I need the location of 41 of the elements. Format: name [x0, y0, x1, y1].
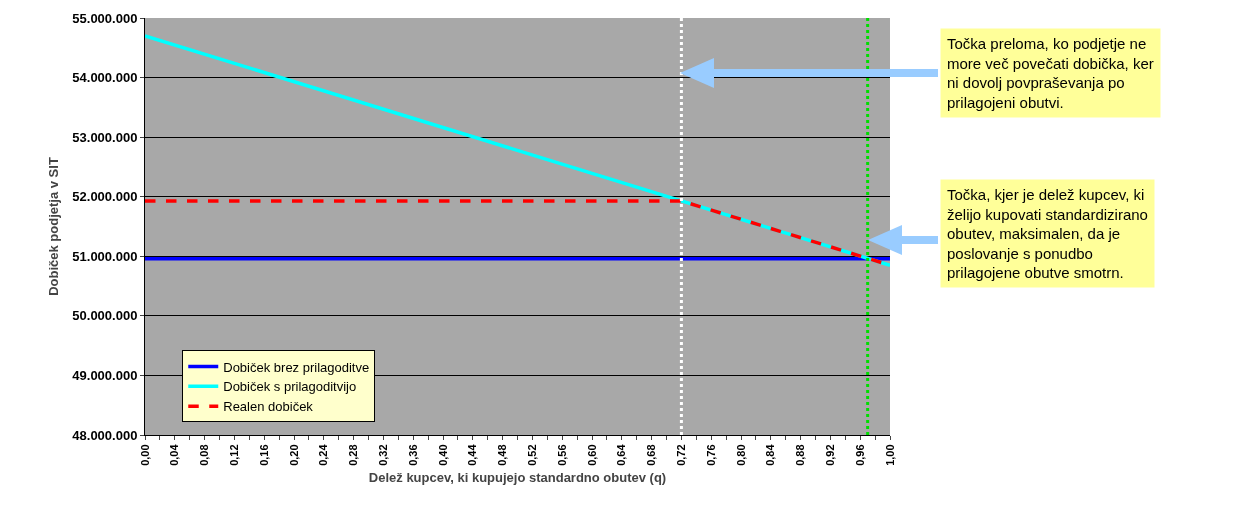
x-tick-label: 0,20 — [287, 444, 300, 466]
y-tick-label: 49.000.000 — [72, 367, 138, 383]
y-tick-label: 51.000.000 — [72, 248, 138, 264]
x-tick-label: 0,40 — [436, 444, 449, 466]
y-tick-label: 55.000.000 — [72, 10, 138, 26]
x-tick-label: 0,60 — [585, 444, 598, 466]
x-tick-label: 0,48 — [496, 444, 509, 466]
x-axis-title: Delež kupcev, ki kupujejo standardno obutev (q) — [368, 470, 667, 486]
x-tick-label: 0,52 — [525, 444, 538, 466]
legend-label: Realen dobiček — [223, 399, 314, 415]
x-tick-label: 0,44 — [466, 443, 479, 466]
x-tick-label: 0,88 — [794, 444, 807, 466]
x-tick-label: 0,36 — [406, 444, 419, 466]
x-tick-label: 0,04 — [168, 443, 181, 466]
x-tick-label: 0,08 — [198, 444, 211, 466]
y-tick-label: 54.000.000 — [72, 70, 138, 86]
y-tick-label: 52.000.000 — [72, 189, 138, 205]
y-axis-title: Dobiček podjetja v SIT — [46, 157, 62, 296]
x-tick-label: 0,28 — [347, 444, 360, 466]
x-tick-label: 0,16 — [257, 444, 270, 466]
x-tick-label: 0,76 — [704, 444, 717, 466]
x-tick-label: 0,92 — [823, 444, 836, 466]
x-tick-label: 0,68 — [645, 444, 658, 466]
y-tick-label: 50.000.000 — [72, 308, 138, 324]
x-tick-label: 0,32 — [376, 444, 389, 466]
x-tick-label: 0,24 — [317, 443, 330, 466]
x-tick-label: 0,84 — [764, 443, 777, 466]
y-tick-label: 48.000.000 — [72, 427, 138, 443]
legend-label: Dobiček s prilagoditvijo — [223, 379, 357, 395]
x-tick-label: 0,96 — [853, 444, 866, 466]
x-tick-label: 0,80 — [734, 444, 747, 466]
text: Točka, kjer je delež kupcev, ki želijo kupovati standardizirano obutev, maksimalen, da je poslovanje s ponudbo prilagojene obutve smotrn. — [947, 186, 1148, 281]
x-tick-label: 1,00 — [883, 444, 896, 466]
x-tick-label: 0,64 — [615, 443, 628, 466]
x-tick-label: 0,12 — [227, 444, 240, 466]
x-tick-label: 0,72 — [674, 444, 687, 466]
y-tick-label: 53.000.000 — [72, 129, 138, 145]
x-tick-label: 0,00 — [138, 444, 151, 466]
x-tick-label: 0,56 — [555, 444, 568, 466]
text: Točka preloma, ko podjetje ne more več povečati dobička, ker ni dovolj povpraševanja po prilagojeni obutvi. — [947, 35, 1154, 111]
legend-label: Dobiček brez prilagoditve — [223, 359, 370, 375]
